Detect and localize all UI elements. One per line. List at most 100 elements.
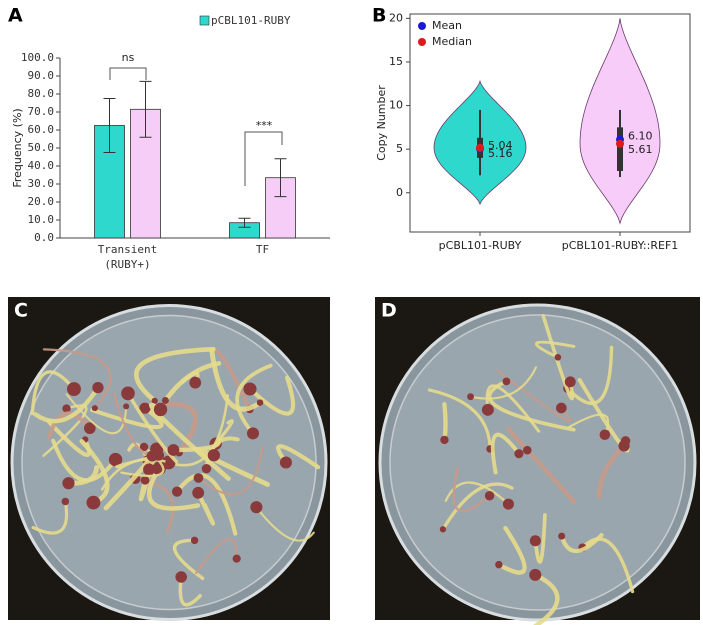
seedling (452, 466, 491, 513)
seed-cluster (139, 442, 149, 452)
mean-label: 6.10 (628, 130, 653, 143)
seedling (178, 575, 202, 607)
y-tick-label: 15 (389, 55, 403, 68)
x-tick-label: (RUBY+) (104, 258, 150, 271)
seed-cluster (123, 403, 130, 410)
seedling (173, 538, 205, 581)
seedling (559, 533, 604, 554)
seedling (31, 499, 69, 535)
seed-cluster (86, 495, 101, 510)
seed-cluster (62, 477, 75, 490)
seedling (126, 391, 179, 464)
seedling (533, 513, 547, 564)
seed-cluster (558, 532, 566, 540)
seed-cluster (153, 402, 168, 417)
seed-cluster (256, 399, 264, 406)
error-bar (274, 158, 287, 198)
seedling (247, 375, 296, 416)
y-axis-label: Copy Number (375, 85, 388, 161)
x-tick-label: pCBL101-RUBY (439, 239, 522, 252)
seedling (580, 537, 635, 594)
seed-cluster (243, 382, 257, 396)
photo: D (375, 297, 700, 625)
legend-marker (418, 38, 426, 46)
error-bar (139, 80, 152, 138)
y-tick-label: 0 (396, 186, 403, 199)
y-tick-label: 70.0 (28, 105, 55, 118)
seed-cluster (246, 427, 259, 440)
bar (94, 125, 125, 239)
seedling (276, 444, 321, 470)
seed-cluster (502, 377, 511, 386)
seedling (427, 388, 492, 451)
x-tick-label: TF (256, 243, 269, 256)
seedling (469, 366, 538, 400)
mean-label: 5.04 (488, 139, 513, 152)
seed-cluster (529, 568, 542, 581)
seedling (42, 348, 112, 410)
seedling (209, 347, 263, 412)
annotation: ns (122, 51, 135, 64)
seedling (90, 406, 164, 430)
seedling (171, 437, 222, 453)
y-tick-label: 10.0 (28, 213, 55, 226)
seed-cluster (250, 501, 263, 514)
seed-cluster (189, 376, 202, 389)
seed-cluster (440, 435, 449, 445)
seed-cluster (495, 560, 503, 569)
seedling (235, 363, 273, 436)
seed-cluster (121, 386, 135, 401)
legend-label: Mean (432, 19, 462, 32)
seed-cluster (207, 449, 221, 462)
median-label: 5.61 (628, 143, 653, 156)
seed-cluster (556, 402, 567, 414)
seedling (485, 384, 541, 433)
seed-cluster (66, 382, 81, 397)
x-tick-label: Transient (98, 243, 158, 256)
seed-cluster (84, 422, 96, 435)
seedling (51, 438, 118, 483)
seed-cluster (175, 571, 187, 583)
seedling (197, 445, 264, 496)
seedling (442, 401, 448, 443)
seed-cluster (171, 486, 183, 497)
seed-cluster (140, 475, 150, 485)
legend-label: pCBL101-RUBY (211, 14, 291, 27)
seedling (33, 385, 101, 424)
seed-cluster (554, 354, 562, 361)
y-tick-label: 50.0 (28, 141, 55, 154)
seed-cluster (190, 536, 199, 545)
panel-label: A (8, 5, 23, 27)
seedling (30, 370, 76, 416)
seed-cluster (502, 498, 514, 510)
box (617, 127, 623, 171)
seed-cluster (439, 526, 447, 533)
seed-cluster (193, 473, 204, 483)
seed-cluster (529, 535, 541, 547)
x-tick-label: pCBL101-RUBY::REF1 (562, 239, 679, 252)
panel-label: D (381, 300, 397, 322)
seedling (441, 482, 514, 531)
plot-frame (409, 13, 691, 233)
seedling (134, 346, 216, 404)
seed-cluster (108, 452, 123, 467)
y-tick-label: 10 (389, 99, 403, 112)
seedling (196, 490, 216, 526)
seedling (65, 393, 128, 435)
median-label: 5.16 (488, 147, 513, 160)
seedling (565, 345, 614, 405)
seed-cluster (143, 463, 156, 476)
y-axis-label: Frequency (%) (11, 108, 24, 187)
photo: C (8, 297, 330, 621)
y-tick-label: 30.0 (28, 177, 55, 190)
bracket (244, 131, 283, 186)
median-dot (616, 139, 624, 148)
seedling (255, 506, 315, 542)
y-tick-label: 5 (396, 142, 403, 155)
seed-cluster (481, 403, 494, 416)
y-tick-label: 90.0 (28, 69, 55, 82)
seed-cluster (139, 402, 151, 414)
legend-label: Median (432, 35, 472, 48)
seed-cluster (232, 554, 241, 563)
